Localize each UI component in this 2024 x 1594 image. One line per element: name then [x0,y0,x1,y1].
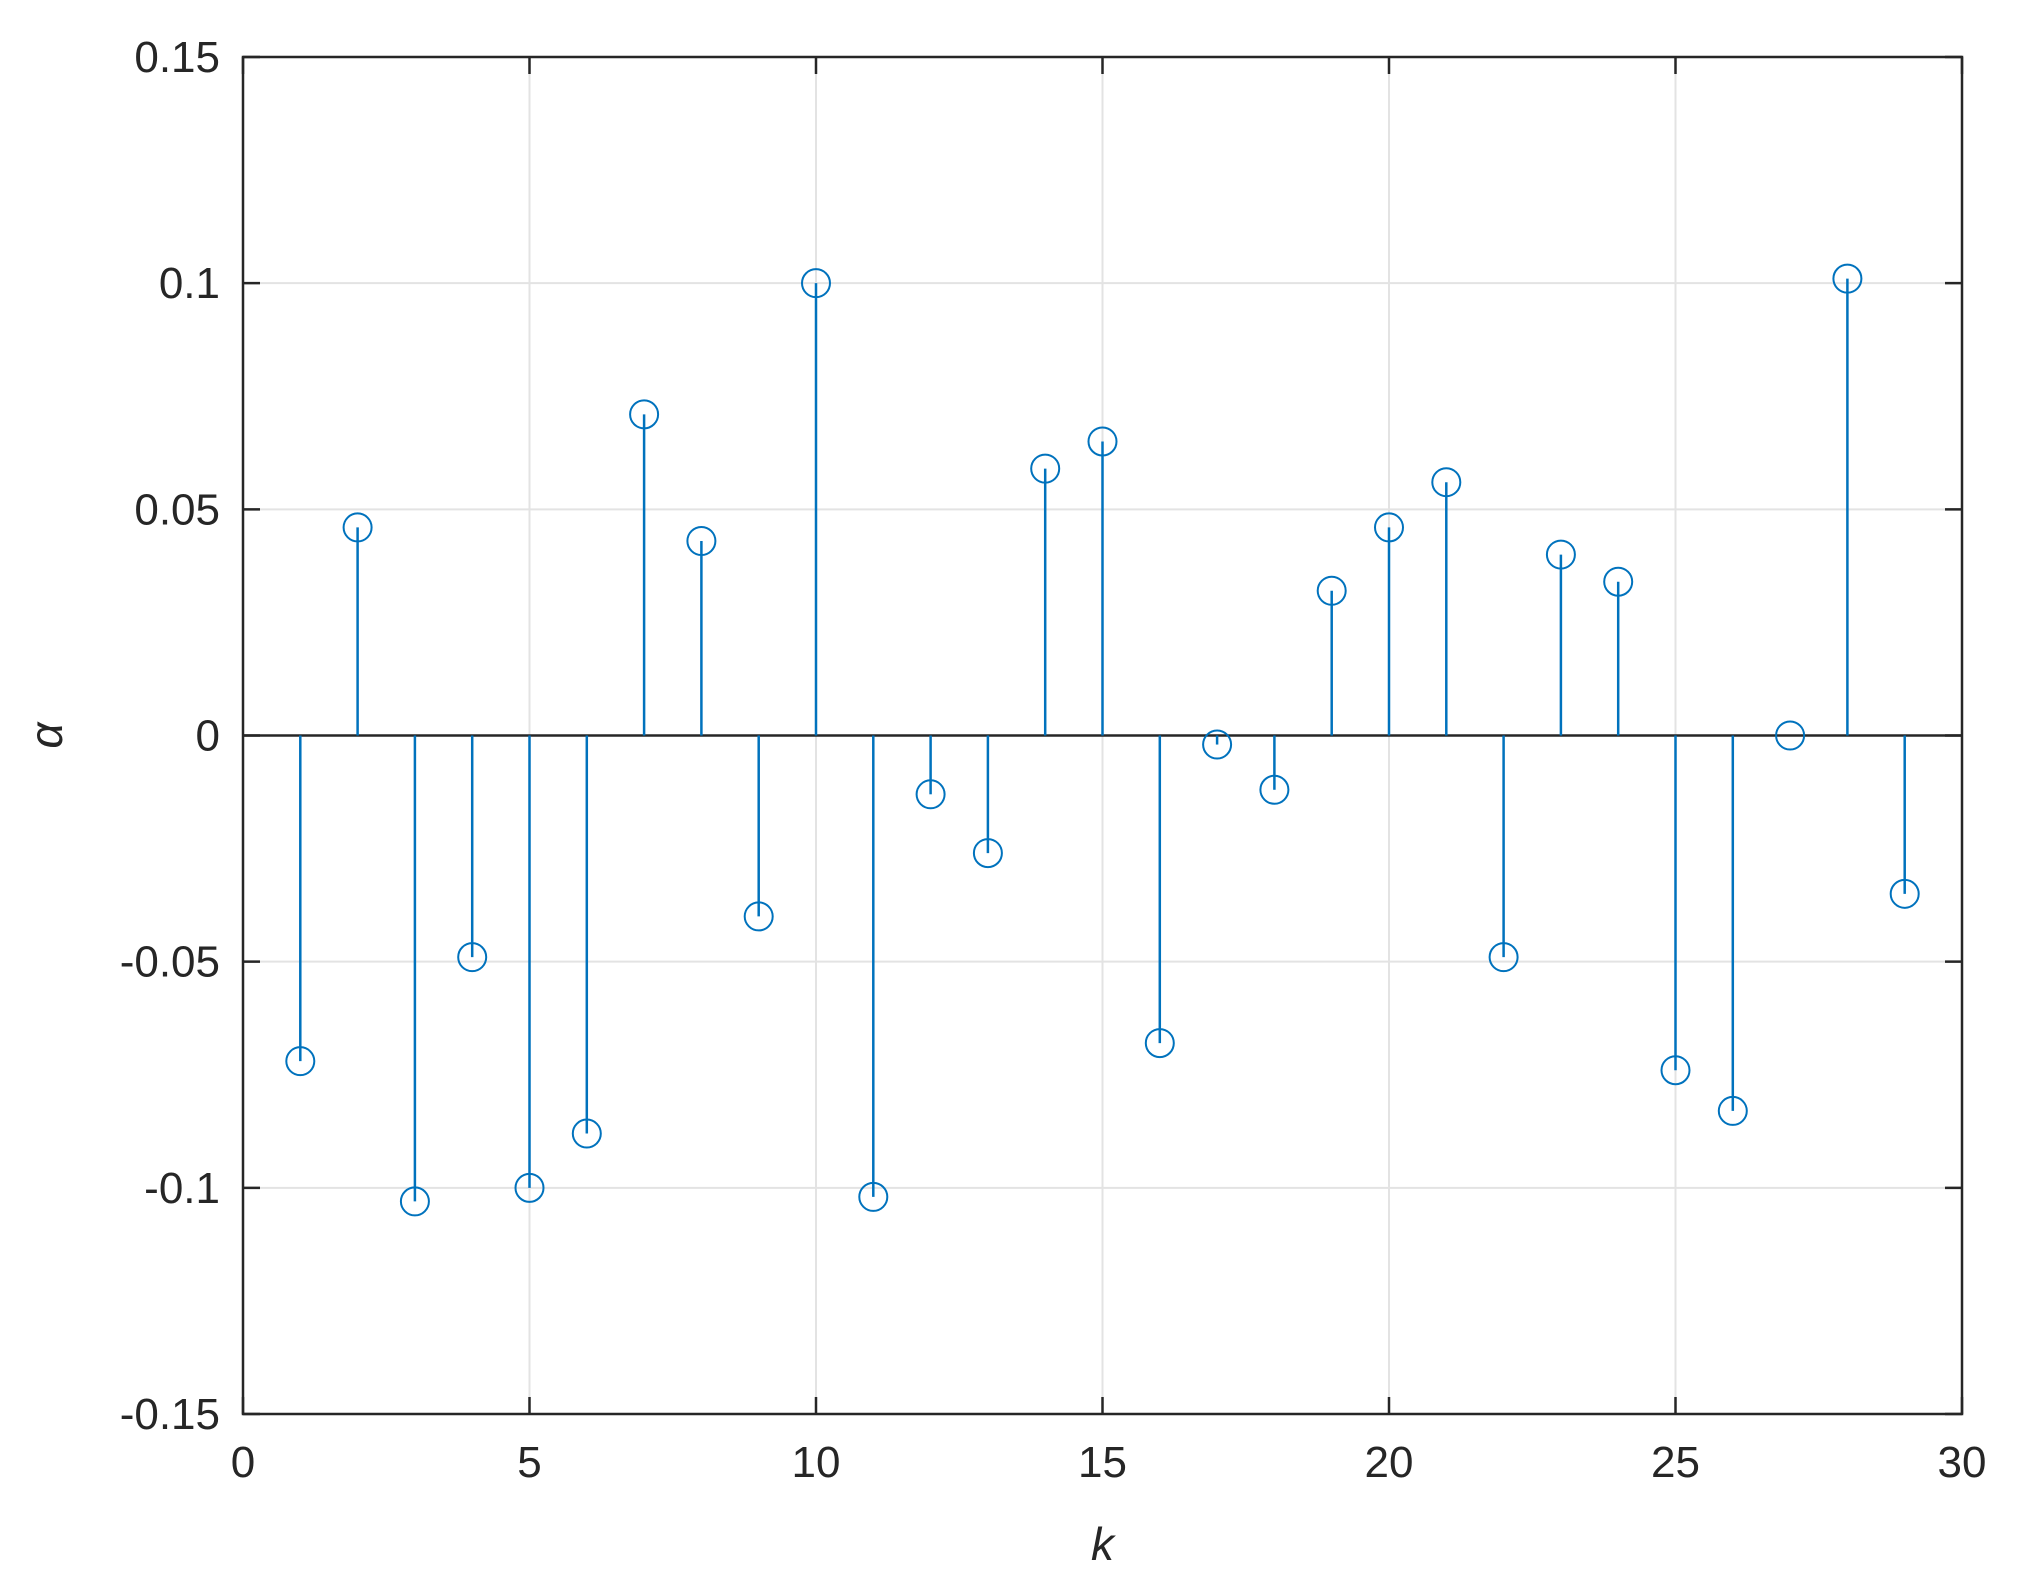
stem-marker [801,268,831,299]
stem-marker [972,838,1003,869]
y-tick-label: -0.1 [144,1164,220,1213]
stem-marker [1431,467,1462,498]
stem-marker [1259,774,1290,805]
y-tick-label: -0.15 [120,1390,220,1439]
y-tick-label: -0.05 [120,938,220,987]
stem-marker [1660,1055,1691,1086]
stem-marker [1374,512,1404,543]
stem-marker [457,942,488,973]
y-tick-label: 0.15 [134,33,220,82]
stem-marker [1603,566,1634,597]
stem-marker [571,1118,602,1149]
tick-layer: 0 5 10 15 20 25 30 -0.15 -0.1 -0.05 0 0.05 0.1 0.15 [120,33,1987,1487]
x-tick-label: 20 [1365,1438,1414,1487]
x-tick-label: 15 [1078,1438,1127,1487]
stem-marker [1775,720,1806,751]
x-tick-label: 5 [517,1438,541,1487]
stem-marker [342,512,373,543]
x-tick-label: 25 [1651,1438,1700,1487]
stem-marker [858,1181,889,1212]
stem-marker [1316,575,1347,606]
stem-marker [1202,729,1233,760]
y-tick-label: 0.1 [159,259,220,308]
stem-marker [1488,942,1519,973]
stem-marker [743,901,774,932]
stem-marker [1545,539,1576,570]
stem-marker [1030,453,1061,484]
stem-layer [285,263,1920,1217]
label-layer: k α [20,721,1116,1570]
stem-marker [514,1172,545,1203]
stem-marker [629,399,660,430]
x-axis-label: k [1091,1518,1116,1570]
stem-marker [1087,426,1118,457]
stem-marker [399,1186,430,1217]
stem-marker [1832,263,1863,294]
y-tick-label: 0 [196,712,220,761]
stem-marker [915,779,946,810]
y-axis-label: α [20,721,72,749]
y-tick-label: 0.05 [134,485,220,534]
stem-marker [1144,1028,1175,1059]
x-tick-label: 0 [231,1438,255,1487]
stem-marker [1889,878,1920,909]
stem-marker [686,525,717,556]
stem-marker [285,1046,316,1077]
stem-marker [1717,1095,1748,1126]
x-tick-label: 10 [792,1438,841,1487]
x-tick-label: 30 [1938,1438,1987,1487]
